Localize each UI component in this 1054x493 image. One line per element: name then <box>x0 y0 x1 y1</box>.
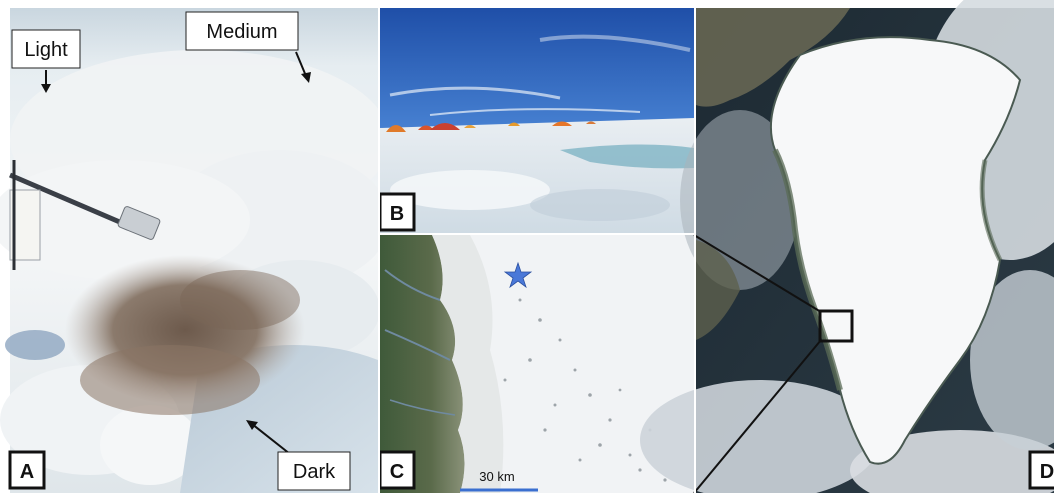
inset-box <box>818 309 854 343</box>
panel-d-letter: D <box>1028 450 1054 490</box>
connector-line-bottom <box>693 339 822 493</box>
connector-line-top <box>693 234 822 313</box>
panel-b-letter: B <box>378 192 416 232</box>
melt-pond <box>560 144 694 169</box>
medium-label: Medium <box>185 11 299 51</box>
panel-b: B <box>378 8 694 233</box>
dark-arrow <box>246 420 291 455</box>
panel-a-letter: A <box>8 450 46 490</box>
panel-c: 30 km C <box>378 235 694 493</box>
svg-text:A: A <box>20 461 34 483</box>
medium-label-text: Medium <box>206 21 277 43</box>
scale-bar-label: 30 km <box>479 469 514 484</box>
light-label-text: Light <box>24 39 68 61</box>
star-icon <box>503 261 533 289</box>
medium-arrow <box>295 51 311 83</box>
svg-text:D: D <box>1040 461 1054 483</box>
light-arrow <box>41 70 51 93</box>
panel-c-letter: C <box>378 450 416 490</box>
dark-label: Dark <box>277 451 351 491</box>
panel-c-land <box>380 235 465 493</box>
surface-lakes <box>503 298 667 482</box>
panel-a: Light Medium Dark A <box>0 8 390 493</box>
svg-text:B: B <box>390 203 404 225</box>
scale-bar: 30 km <box>460 469 538 492</box>
panel-d: D <box>640 0 1054 493</box>
camp-tents <box>386 121 596 132</box>
light-label: Light <box>11 29 81 69</box>
dark-label-text: Dark <box>293 461 336 483</box>
instrument-pole <box>9 160 161 270</box>
svg-text:C: C <box>390 461 404 483</box>
